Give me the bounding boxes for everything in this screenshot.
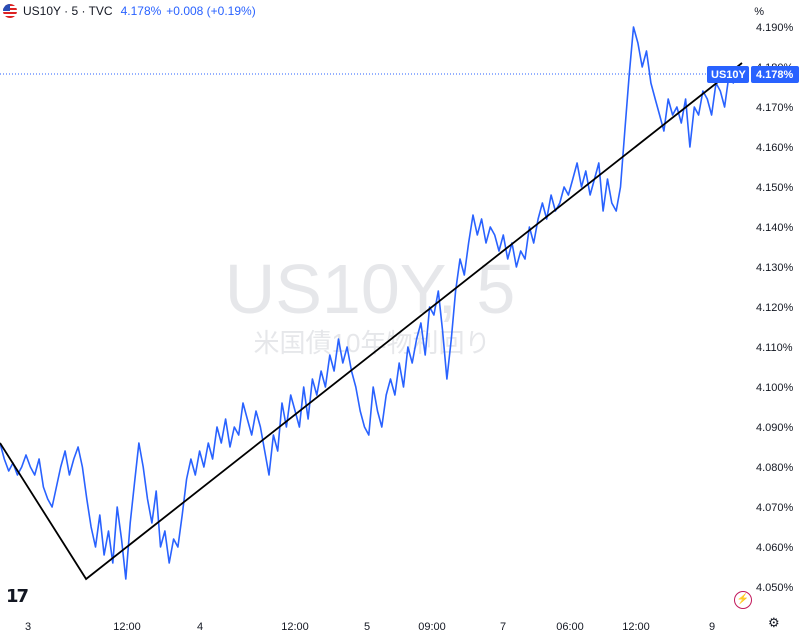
price-tag: US10Y 4.178% [707,66,799,83]
symbol-header[interactable]: US10Y · 5 · TVC 4.178% +0.008 (+0.19%) [0,0,740,22]
y-tick-label: 4.170% [756,102,794,114]
price-tag-symbol-bg [707,66,749,83]
y-tick-label: 4.050% [756,582,794,594]
x-tick-label: 4 [197,621,203,633]
y-tick-label: 4.090% [756,422,794,434]
price-change: +0.008 (+0.19%) [166,4,256,18]
y-tick-label: 4.130% [756,262,794,274]
y-tick-label: 4.190% [756,22,794,34]
watermark: US10Y, 5 米国債10年物利回り [225,250,516,358]
x-tick-label: 09:00 [418,621,446,633]
price-tag-value-bg [751,66,799,83]
gear-icon[interactable]: ⚙ [768,615,780,630]
price-line [0,26,743,580]
price-tag-symbol: US10Y [711,69,747,81]
x-tick-label: 12:00 [281,621,309,633]
x-axis[interactable]: 3 12:00 4 12:00 5 09:00 7 06:00 12:00 9 [25,621,715,633]
y-tick-label: 4.120% [756,302,794,314]
x-tick-label: 06:00 [556,621,584,633]
y-tick-label: 4.110% [756,342,793,354]
lightning-icon[interactable]: ⚡ [734,591,752,609]
last-price: 4.178% [120,4,162,18]
y-axis[interactable]: 4.190%4.180%4.170%4.160%4.150%4.140%4.13… [756,22,794,594]
y-tick-label: 4.070% [756,502,794,514]
us-flag-icon [3,4,17,18]
y-tick-label: 4.140% [756,222,794,234]
y-tick-label: 4.100% [756,382,794,394]
price-tag-value: 4.178% [756,69,794,81]
y-tick-label: 4.060% [756,542,794,554]
x-tick-label: 9 [709,621,715,633]
price-axis-unit: % [754,6,764,18]
trendline-path[interactable] [0,62,743,581]
tradingview-logo-icon[interactable]: 17 [6,586,29,607]
x-tick-label: 12:00 [113,621,141,633]
y-tick-label: 4.150% [756,182,794,194]
price-series [0,26,743,580]
trendline[interactable] [0,62,743,581]
x-tick-label: 12:00 [622,621,650,633]
y-tick-label: 4.160% [756,142,794,154]
y-tick-label: 4.080% [756,462,794,474]
watermark-symbol: US10Y, 5 [225,250,516,328]
x-tick-label: 7 [500,621,506,633]
symbol-label[interactable]: US10Y · 5 · TVC [23,4,113,18]
x-tick-label: 3 [25,621,31,633]
x-tick-label: 5 [364,621,370,633]
